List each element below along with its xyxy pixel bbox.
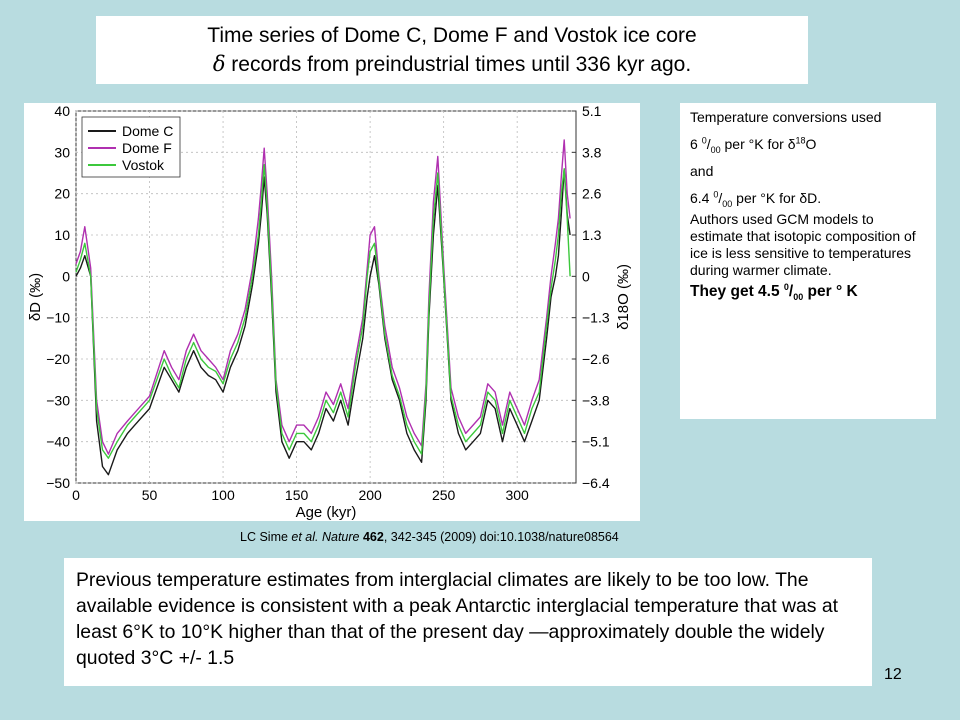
- y2-tick-label: −3.8: [582, 392, 610, 408]
- x-tick-label: 300: [505, 487, 529, 503]
- series-line-vostok: [75, 164, 571, 459]
- note-line-2: 6 0/00 per °K for δ18O: [690, 135, 817, 155]
- x-tick-label: 250: [432, 487, 456, 503]
- citation-authors: LC Sime: [240, 530, 292, 544]
- y-tick-label: 20: [54, 186, 70, 202]
- title-line-1: Time series of Dome C, Dome F and Vostok…: [207, 24, 697, 47]
- y-tick-label: −10: [46, 310, 70, 326]
- citation-volume: 462: [362, 530, 384, 544]
- note-l2-sub: 00: [710, 144, 721, 155]
- x-tick-label: 50: [142, 487, 158, 503]
- note-l2-a: 6: [690, 136, 702, 152]
- x-tick-label: 200: [358, 487, 382, 503]
- citation: LC Sime et al. Nature 462, 342-345 (2009…: [240, 530, 619, 544]
- slide-title: Time series of Dome C, Dome F and Vostok…: [96, 16, 808, 84]
- chart-panel: 0 50 100 150 200 250 300 −50 −40 −30 −20 −10 0 10 20 30…: [24, 103, 640, 521]
- y-tick-label: 0: [62, 268, 70, 284]
- note-line-1: Temperature conversions used: [690, 109, 882, 125]
- y-tick-label: −20: [46, 351, 70, 367]
- note-l6-b: per ° K: [803, 283, 858, 300]
- y2-tick-label: 0: [582, 268, 590, 284]
- x-axis-label: Age (kyr): [296, 504, 357, 521]
- note-l2-delta: δ: [787, 136, 796, 152]
- note-l2-sup: 0: [701, 135, 707, 146]
- y2-tick-label: −5.1: [582, 434, 610, 450]
- note-l2-b: per °K for: [720, 136, 788, 152]
- x-tick-label: 150: [285, 487, 309, 503]
- note-line-4: 6.4 0/00 per °K for δD.: [690, 189, 822, 209]
- note-l2-sup2: 18: [795, 135, 806, 146]
- citation-pages: , 342-345 (2009) doi:10.1038/nature08564: [383, 530, 619, 544]
- note-l6-a: They get 4.5: [690, 283, 784, 300]
- legend-label: Dome C: [122, 123, 173, 139]
- conclusion-text: Previous temperature estimates from inte…: [64, 558, 872, 686]
- temperature-conversion-note: Temperature conversions used 6 0/00 per …: [680, 103, 936, 419]
- y2-tick-label: −6.4: [582, 475, 610, 491]
- y-tick-label: −30: [46, 392, 70, 408]
- note-l4-sup: 0: [713, 189, 719, 200]
- x-tick-label: 0: [72, 487, 80, 503]
- title-line-2: δ records from preindustrial times until…: [96, 50, 808, 79]
- y2-tick-label: 5.1: [582, 103, 602, 119]
- y-tick-label: −50: [46, 475, 70, 491]
- note-line-6: They get 4.5 0/00 per ° K: [690, 281, 858, 303]
- y-tick-label: 10: [54, 227, 70, 243]
- note-line-3: and: [690, 163, 714, 179]
- y-tick-label: 40: [54, 103, 70, 119]
- citation-journal: et al. Nature: [291, 530, 360, 544]
- note-l6-sub: 00: [793, 292, 804, 303]
- ice-core-chart: 0 50 100 150 200 250 300−50−40−30−20−100102030…: [27, 103, 632, 521]
- note-l4-c: δD.: [799, 190, 822, 206]
- y2-tick-label: 3.8: [582, 144, 602, 160]
- note-l2-c: O: [805, 136, 817, 152]
- y2-tick-label: 1.3: [582, 227, 602, 243]
- y2-tick-label: −1.3: [582, 310, 610, 326]
- y-tick-label: −40: [46, 434, 70, 450]
- y-axis-label: δD (‰): [27, 273, 44, 321]
- series-line-dome-f: [75, 139, 571, 455]
- y2-axis-label: δ18O (‰): [615, 264, 632, 330]
- y-tick-label: 30: [54, 144, 70, 160]
- legend-label: Dome F: [122, 140, 172, 156]
- note-l6-sup: 0: [783, 281, 789, 292]
- title-line-2-text: records from preindustrial times until 3…: [225, 53, 692, 76]
- page-number: 12: [884, 666, 902, 683]
- note-line-5: Authors used GCM models to estimate that…: [690, 211, 916, 278]
- note-l4-b: per °K for: [732, 190, 800, 206]
- note-l4-a: 6.4: [690, 190, 714, 206]
- y2-tick-label: 2.6: [582, 186, 602, 202]
- title-delta-symbol: δ: [212, 52, 226, 76]
- series-line-dome-c: [75, 168, 571, 476]
- note-l4-sub: 00: [722, 198, 733, 209]
- y2-tick-label: −2.6: [582, 351, 610, 367]
- x-tick-label: 100: [211, 487, 235, 503]
- legend-label: Vostok: [122, 157, 165, 173]
